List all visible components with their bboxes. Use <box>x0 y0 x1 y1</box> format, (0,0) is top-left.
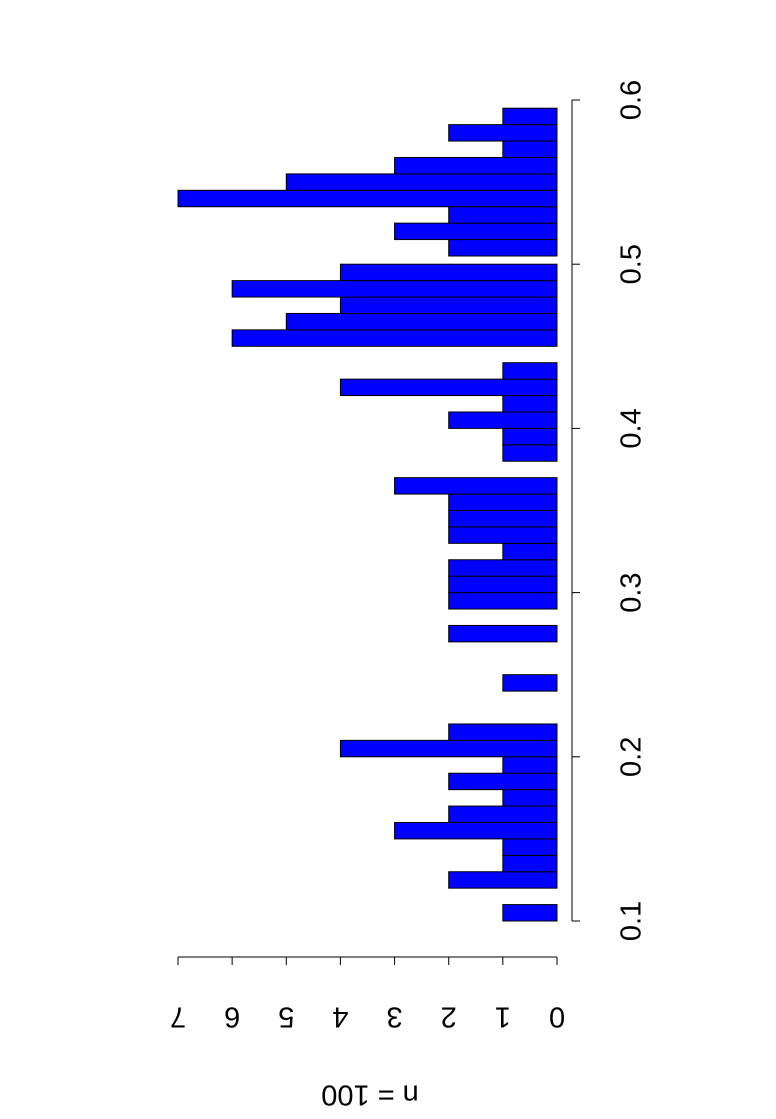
bar <box>339 739 558 758</box>
y-tick-label: 7 <box>170 1000 186 1032</box>
y-tick-label: 6 <box>224 1000 240 1032</box>
bar <box>448 805 558 823</box>
y-tick-label: 4 <box>332 1000 348 1032</box>
bar <box>339 263 558 282</box>
bar <box>448 239 558 257</box>
y-tick-label: 1 <box>495 1000 511 1032</box>
bar <box>231 329 558 347</box>
bar <box>448 493 558 511</box>
bar <box>339 378 558 397</box>
bar <box>231 280 558 298</box>
bar <box>448 575 558 594</box>
bar <box>502 756 558 774</box>
y-tick-label: 5 <box>278 1000 294 1032</box>
bar <box>448 124 558 142</box>
bar <box>448 411 558 429</box>
x-tick-label: 0.4 <box>616 408 648 448</box>
bar <box>502 395 558 413</box>
bar <box>502 542 558 561</box>
axis-label: n = 100 <box>321 1078 419 1110</box>
x-tick-label: 0.2 <box>616 737 648 777</box>
bar <box>285 173 558 191</box>
bar <box>448 592 558 610</box>
bar <box>502 854 558 873</box>
bar <box>448 871 558 889</box>
bar <box>502 140 558 158</box>
bar <box>177 189 558 208</box>
y-tick-label: 3 <box>387 1000 403 1032</box>
bar <box>339 296 558 314</box>
x-tick-label: 0.6 <box>616 80 648 120</box>
x-tick-label: 0.3 <box>616 572 648 612</box>
bar <box>394 156 558 175</box>
bar <box>502 362 558 380</box>
bar <box>448 526 558 544</box>
x-tick-label: 0.1 <box>616 901 648 941</box>
y-tick-label: 2 <box>441 1000 457 1032</box>
bar <box>502 838 558 856</box>
bar <box>448 559 558 577</box>
bar <box>394 477 558 495</box>
x-tick-label: 0.5 <box>616 244 648 284</box>
bar <box>502 904 558 922</box>
bar <box>394 222 558 241</box>
y-tick-label: 0 <box>549 1000 565 1032</box>
bar <box>502 444 558 462</box>
bar <box>448 723 558 741</box>
bar <box>448 772 558 791</box>
bar <box>448 510 558 528</box>
bar <box>285 312 558 331</box>
bar <box>448 206 558 224</box>
bar <box>502 789 558 807</box>
bar <box>502 674 558 692</box>
bar <box>502 427 558 446</box>
bar <box>448 624 558 643</box>
bar <box>502 107 558 126</box>
bar <box>394 821 558 840</box>
